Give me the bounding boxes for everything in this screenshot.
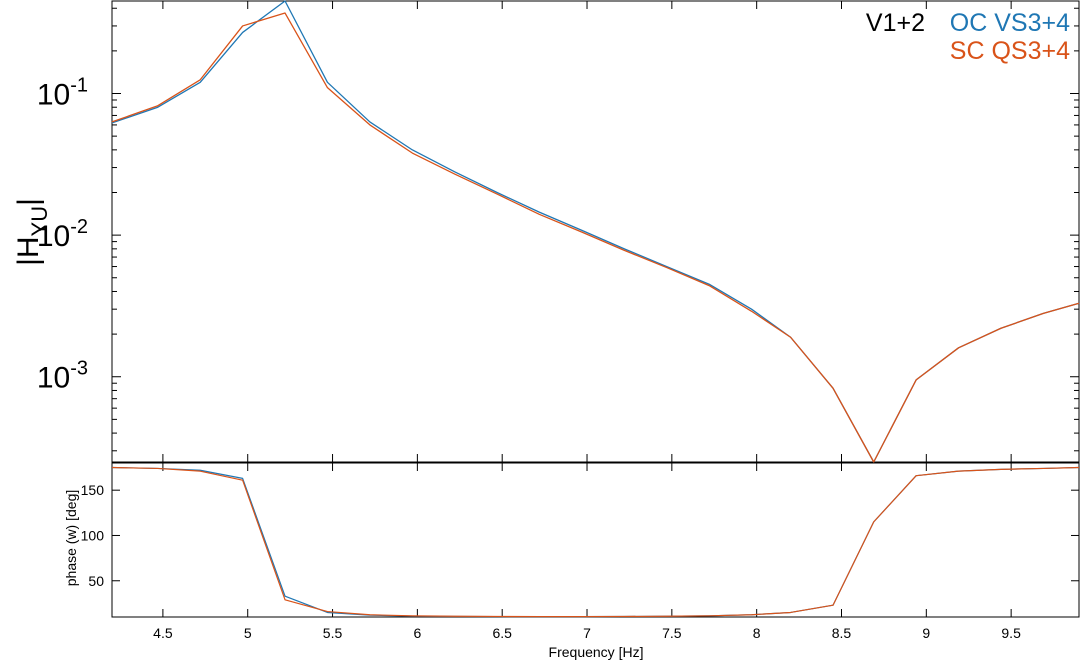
phase-xtick-label: 6.5 (492, 625, 512, 641)
phase-series (111, 466, 1080, 618)
magnitude-ytick-label: 10-1 (37, 75, 88, 112)
legend-entry-oc: OC VS3+4 (950, 9, 1070, 37)
magnitude-line-oc (111, 0, 1080, 463)
phase-xtick-label: 8 (753, 625, 761, 641)
magnitude-ytick-label: 10-2 (37, 216, 88, 253)
phase-xtick-label: 4.5 (153, 625, 173, 641)
magnitude-axes-box (111, 0, 1080, 463)
phase-xtick-label: 5 (244, 625, 252, 641)
phase-xlabel: Frequency [Hz] (549, 644, 644, 660)
legend-entry-sc: SC QS3+4 (950, 37, 1070, 65)
magnitude-series (111, 0, 1080, 463)
phase-ytick-label: 150 (81, 482, 105, 498)
magnitude-ylabel: |HYU| (12, 198, 52, 266)
magnitude-ytick-label: 10-3 (37, 358, 88, 395)
phase-ylabel: phase (w) [deg] (63, 490, 79, 587)
phase-xtick-label: 7 (583, 625, 591, 641)
phase-xtick-label: 8.5 (832, 625, 852, 641)
legend-prefix: V1+2 (866, 9, 925, 37)
phase-xtick-label: 9 (922, 625, 930, 641)
magnitude-line-sc (111, 12, 1080, 463)
phase-xtick-label: 7.5 (662, 625, 682, 641)
phase-axes: 50 100 150 4.5 5 5.5 6 6.5 7 7.5 8 8.5 9 9.5 (81, 462, 1080, 641)
phase-line-oc (111, 466, 1080, 618)
phase-axes-box (111, 462, 1080, 618)
axis-labels: |HYU| phase (w) [deg] Frequency [Hz] (12, 198, 643, 660)
phase-ytick-label: 100 (81, 527, 105, 543)
phase-xtick-label: 6 (413, 625, 421, 641)
phase-ytick-label: 50 (88, 573, 104, 589)
phase-xtick-label: 9.5 (1001, 625, 1021, 641)
phase-xtick-label: 5.5 (323, 625, 343, 641)
magnitude-axes: 10-3 10-2 10-1 (37, 0, 1080, 463)
phase-line-sc (111, 466, 1080, 618)
